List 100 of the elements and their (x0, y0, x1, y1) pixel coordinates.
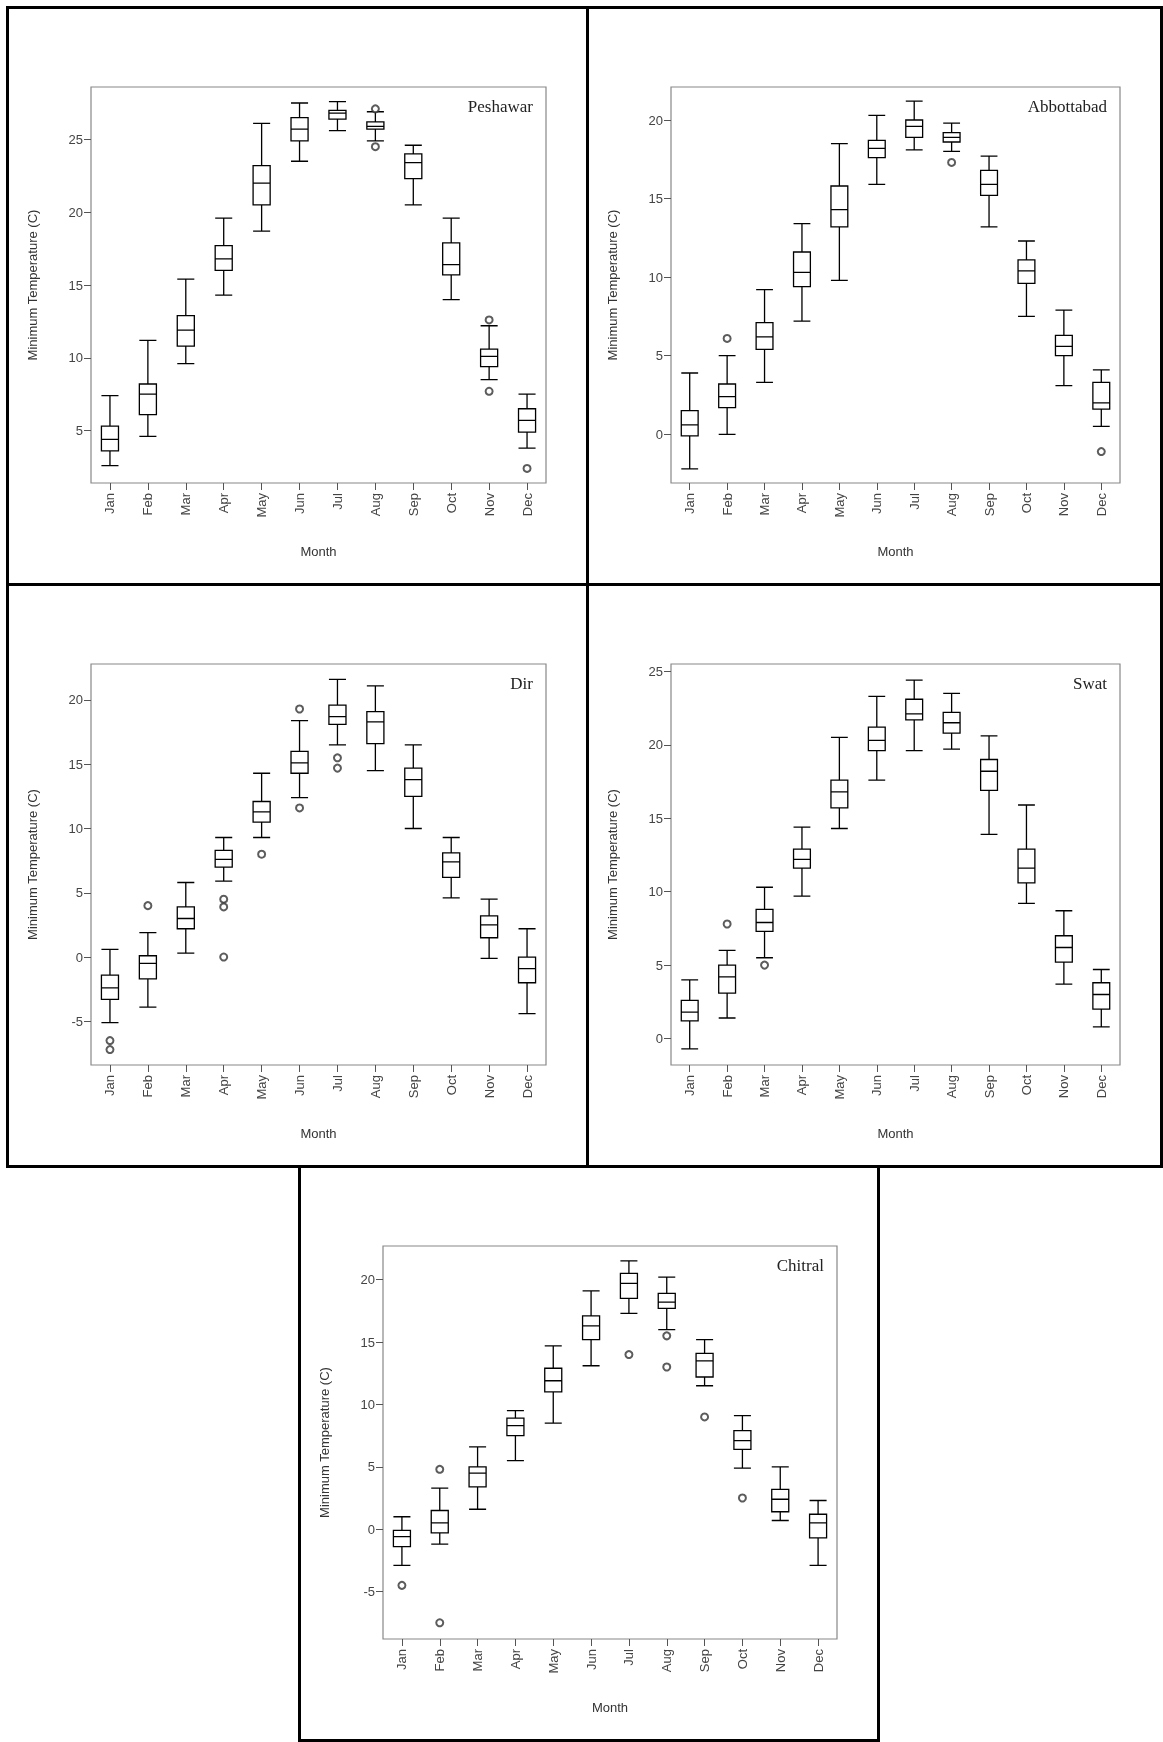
y-tick-label: 20 (68, 204, 83, 220)
y-tick-label: 20 (68, 692, 83, 708)
x-tick-label: Mar (178, 492, 194, 516)
y-tick-label: 5 (367, 1459, 375, 1475)
x-tick-label: Oct (443, 1074, 459, 1096)
text: Swat (1073, 674, 1108, 693)
x-tick-label: May (254, 1074, 270, 1100)
y-tick-label: 5 (655, 957, 663, 973)
x-tick-label: Jun (583, 1649, 599, 1670)
x-tick-label: Nov (481, 492, 497, 517)
x-tick-label: Jan (682, 493, 698, 514)
x-axis-title: Month (300, 544, 337, 559)
y-tick-label: 5 (75, 885, 83, 901)
x-tick-label: Jul (621, 1648, 637, 1666)
y-tick-label: 10 (360, 1396, 375, 1412)
y-tick-label: 20 (360, 1272, 375, 1288)
y-tick-label: 10 (68, 821, 83, 837)
x-tick-label: Sep (981, 493, 997, 517)
x-tick-label: Jan (102, 1075, 118, 1096)
y-tick-label: 15 (68, 277, 83, 293)
x-tick-label: Dec (519, 1074, 535, 1099)
x-tick-label: May (254, 492, 270, 518)
x-tick-label: Apr (216, 1074, 232, 1096)
y-tick-label: 15 (360, 1334, 375, 1350)
x-axis-title: Month (300, 1126, 337, 1141)
y-axis-title: Minimum Temperature (C) (317, 1367, 332, 1518)
x-tick-label: Jun (292, 1075, 308, 1096)
text: Chitral (776, 1256, 825, 1275)
x-tick-label: Jan (394, 1649, 410, 1670)
y-tick-label: 10 (648, 269, 663, 285)
x-tick-label: Apr (794, 492, 810, 514)
x-tick-label: Jun (292, 493, 308, 514)
x-tick-label: May (831, 1074, 847, 1100)
x-tick-label: Dec (519, 492, 535, 517)
x-tick-label: Mar (757, 492, 773, 516)
y-tick-label: -5 (71, 1013, 83, 1029)
x-tick-label: Apr (507, 1648, 523, 1670)
y-axis-title: Minimum Temperature (C) (605, 789, 620, 940)
text: Dir (510, 674, 534, 693)
x-tick-label: Jul (329, 492, 345, 510)
x-tick-label: Aug (367, 1075, 383, 1099)
y-tick-label: 0 (75, 949, 83, 965)
x-axis-title: Month (877, 1126, 914, 1141)
y-tick-label: 15 (648, 191, 663, 207)
x-tick-label: Sep (405, 1075, 421, 1099)
x-tick-label: Oct (734, 1648, 750, 1670)
x-tick-label: Aug (944, 1075, 960, 1099)
y-tick-label: 10 (648, 884, 663, 900)
x-tick-label: Feb (140, 493, 156, 516)
x-tick-label: Sep (981, 1075, 997, 1099)
y-tick-label: 10 (68, 350, 83, 366)
x-axis-title: Month (877, 544, 914, 559)
y-tick-label: 20 (648, 112, 663, 128)
x-tick-label: Jun (869, 1075, 885, 1096)
x-axis-title: Month (591, 1700, 629, 1715)
y-tick-label: 15 (648, 810, 663, 826)
x-tick-label: Feb (432, 1649, 448, 1672)
y-tick-label: 0 (655, 426, 663, 442)
x-tick-label: Nov (1056, 492, 1072, 517)
y-axis-title: Minimum Temperature (C) (605, 209, 620, 361)
y-tick-label: 25 (648, 663, 663, 679)
x-tick-label: Feb (719, 493, 735, 516)
text: Abbottabad (1027, 97, 1108, 116)
x-tick-label: May (831, 492, 847, 518)
y-tick-label: 5 (655, 348, 663, 364)
y-axis-title: Minimum Temperature (C) (25, 209, 40, 361)
x-tick-label: Nov (772, 1648, 788, 1673)
x-tick-label: Oct (1018, 1074, 1034, 1096)
y-tick-label: 0 (655, 1031, 663, 1047)
x-tick-label: Jan (102, 493, 118, 514)
x-tick-label: Apr (794, 1074, 810, 1096)
x-tick-label: Dec (810, 1648, 826, 1673)
y-tick-label: 15 (68, 756, 83, 772)
x-tick-label: Jun (869, 493, 885, 514)
x-tick-label: Apr (216, 492, 232, 514)
text: Peshawar (467, 97, 534, 116)
x-tick-label: Mar (178, 1074, 194, 1098)
x-tick-label: Feb (719, 1075, 735, 1098)
x-tick-label: Mar (470, 1648, 486, 1672)
x-tick-label: Sep (405, 493, 421, 517)
x-tick-label: Jul (329, 1074, 345, 1092)
x-tick-label: Feb (140, 1075, 156, 1098)
x-tick-label: Aug (944, 493, 960, 517)
x-tick-label: Nov (481, 1074, 497, 1099)
y-tick-label: 0 (367, 1521, 375, 1537)
y-tick-label: 25 (68, 131, 83, 147)
x-tick-label: Jul (906, 492, 922, 510)
x-tick-label: Jan (682, 1075, 698, 1096)
y-tick-label: -5 (363, 1584, 375, 1600)
y-tick-label: 5 (75, 423, 83, 439)
x-tick-label: Dec (1093, 1074, 1109, 1099)
x-tick-label: Nov (1056, 1074, 1072, 1099)
x-tick-label: Mar (757, 1074, 773, 1098)
x-tick-label: Aug (367, 493, 383, 517)
x-tick-label: Oct (1018, 492, 1034, 514)
y-tick-label: 20 (648, 737, 663, 753)
x-tick-label: Dec (1093, 492, 1109, 517)
x-tick-label: Sep (697, 1649, 713, 1673)
x-tick-label: Jul (906, 1074, 922, 1092)
y-axis-title: Minimum Temperature (C) (25, 789, 40, 940)
